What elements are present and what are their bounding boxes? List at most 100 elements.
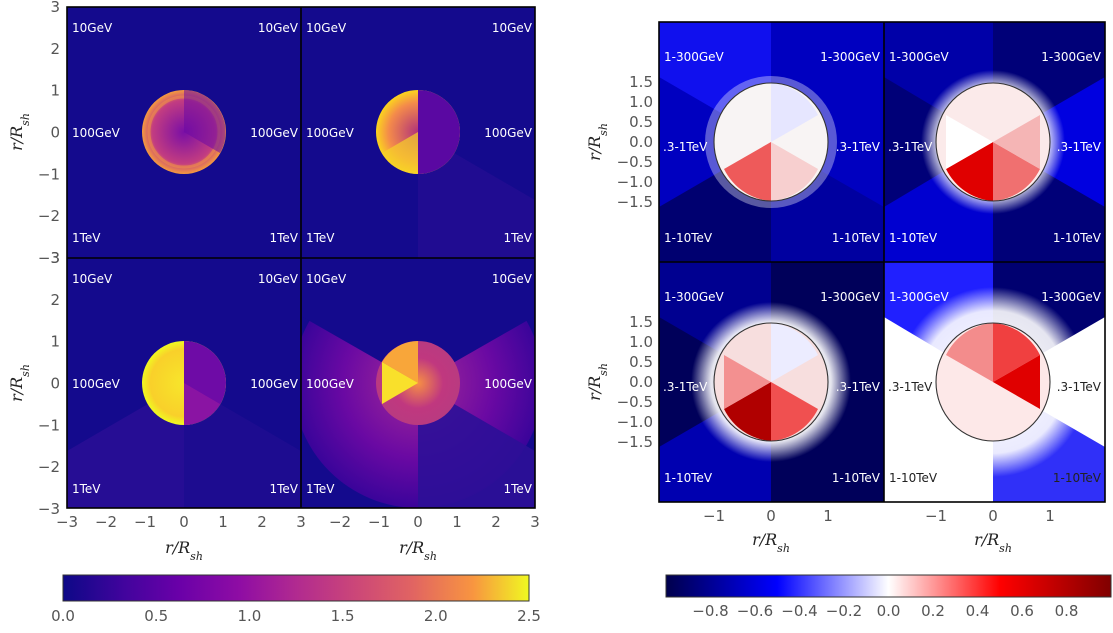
panel-label: 100GeV — [306, 377, 355, 391]
panel-label: 1-300GeV — [889, 290, 950, 304]
left-x-tick: 3 — [530, 513, 540, 531]
left-colorbar — [62, 574, 530, 602]
right-y-tick: 1.5 — [629, 73, 653, 91]
panel-label: 1TeV — [503, 482, 532, 496]
panel-label: 10GeV — [72, 21, 113, 35]
left-y-tick: 2 — [50, 291, 60, 309]
left-colorbar-tick: 2.0 — [424, 607, 448, 625]
right-colorbar-tick: 0.0 — [877, 602, 901, 620]
left-x-tick: 0 — [413, 513, 423, 531]
right-colorbar-tick: 0.2 — [921, 602, 945, 620]
left-x-tick: 2 — [257, 513, 267, 531]
panel-label: .3-1TeV — [836, 140, 881, 154]
panel-label: 100GeV — [72, 377, 121, 391]
panel-label: 1-300GeV — [1041, 50, 1102, 64]
left-ylabel-1: r/Rsh — [7, 113, 32, 151]
right-panel-bottom-right — [884, 262, 1105, 502]
panel-label: 10GeV — [72, 272, 113, 286]
right-y-tick: −0.5 — [617, 393, 653, 411]
right-y-tick: 1.5 — [629, 313, 653, 331]
left-xlabel-2: r/Rsh — [399, 538, 437, 563]
right-colorbar-tick: 0.4 — [966, 602, 990, 620]
right-y-tick: 0.0 — [629, 133, 653, 151]
panel-label: 10GeV — [306, 272, 347, 286]
right-x-tick: 1 — [823, 507, 833, 525]
right-ylabel-1: r/Rsh — [585, 123, 610, 161]
panel-label: 10GeV — [492, 272, 533, 286]
left-x-tick: −2 — [95, 513, 117, 531]
panel-label: 1TeV — [503, 231, 532, 245]
panel-label: 1-300GeV — [820, 290, 881, 304]
panel-label: 10GeV — [306, 21, 347, 35]
left-y-tick: −3 — [38, 249, 60, 267]
left-ylabel-2: r/Rsh — [7, 364, 32, 402]
left-y-tick: 1 — [50, 82, 60, 100]
right-colorbar-tick: −0.6 — [737, 602, 773, 620]
panel-label: 1-10TeV — [889, 471, 938, 485]
right-y-tick: 0.5 — [629, 113, 653, 131]
panel-label: 100GeV — [484, 126, 533, 140]
left-x-tick: 2 — [491, 513, 501, 531]
panel-label: 100GeV — [72, 126, 121, 140]
panel-label: 10GeV — [258, 21, 299, 35]
left-panel-top-left — [67, 7, 301, 258]
left-colorbar-tick: 1.5 — [331, 607, 355, 625]
left-x-tick: −1 — [134, 513, 156, 531]
right-colorbar-tick: −0.4 — [781, 602, 817, 620]
panel-label: 1-10TeV — [664, 471, 713, 485]
right-colorbar-tick: 0.8 — [1055, 602, 1079, 620]
panel-label: 100GeV — [250, 377, 299, 391]
panel-label: 1-300GeV — [889, 50, 950, 64]
right-y-tick: −1.5 — [617, 193, 653, 211]
right-y-tick: 1.0 — [629, 93, 653, 111]
left-y-tick: −1 — [38, 416, 60, 434]
right-x-tick: −1 — [703, 507, 725, 525]
panel-label: 10GeV — [258, 272, 299, 286]
left-panel-bottom-left — [67, 258, 301, 508]
left-colorbar-tick: 2.5 — [517, 607, 541, 625]
left-y-tick: −2 — [38, 458, 60, 476]
left-y-tick: 0 — [50, 375, 60, 393]
right-colorbar-tick: −0.2 — [826, 602, 862, 620]
panel-label: 1-10TeV — [1053, 231, 1102, 245]
right-panel-bottom-left — [659, 262, 884, 502]
panel-label: 1TeV — [269, 231, 298, 245]
panel-label: 1-300GeV — [664, 290, 725, 304]
panel-label: 1TeV — [306, 231, 335, 245]
panel-label: 1TeV — [72, 482, 101, 496]
right-y-tick: −1.5 — [617, 433, 653, 451]
panel-label: .3-1TeV — [663, 380, 708, 394]
panel-label: 100GeV — [250, 126, 299, 140]
right-xlabel-1: r/Rsh — [752, 530, 790, 555]
right-x-tick: 0 — [766, 507, 776, 525]
left-y-tick: 1 — [50, 333, 60, 351]
left-y-tick: 3 — [50, 0, 60, 16]
panel-label: .3-1TeV — [1057, 140, 1102, 154]
left-colorbar-tick: 0.5 — [144, 607, 168, 625]
right-colorbar — [665, 574, 1112, 598]
right-ylabel-2: r/Rsh — [585, 363, 610, 401]
left-y-tick: −2 — [38, 207, 60, 225]
right-colorbar-tick: −0.8 — [692, 602, 728, 620]
right-panel-top-right — [884, 22, 1105, 262]
left-x-tick: −1 — [368, 513, 390, 531]
right-y-tick: 0.5 — [629, 353, 653, 371]
panel-label: .3-1TeV — [663, 140, 708, 154]
left-x-tick: −3 — [56, 513, 78, 531]
panel-label: 1-300GeV — [664, 50, 725, 64]
left-x-tick: −2 — [329, 513, 351, 531]
panel-label: 1-300GeV — [1041, 290, 1102, 304]
panel-label: 10GeV — [492, 21, 533, 35]
right-y-tick: −1.0 — [617, 413, 653, 431]
left-y-tick: −3 — [38, 500, 60, 518]
panel-label: 1-10TeV — [664, 231, 713, 245]
right-y-tick: 0.0 — [629, 373, 653, 391]
right-y-tick: −0.5 — [617, 153, 653, 171]
panel-label: .3-1TeV — [888, 140, 933, 154]
right-xlabel-2: r/Rsh — [974, 530, 1012, 555]
left-x-tick: 1 — [452, 513, 462, 531]
left-panel-bottom-right — [301, 258, 535, 508]
right-x-tick: 0 — [988, 507, 998, 525]
left-x-tick: 1 — [218, 513, 228, 531]
